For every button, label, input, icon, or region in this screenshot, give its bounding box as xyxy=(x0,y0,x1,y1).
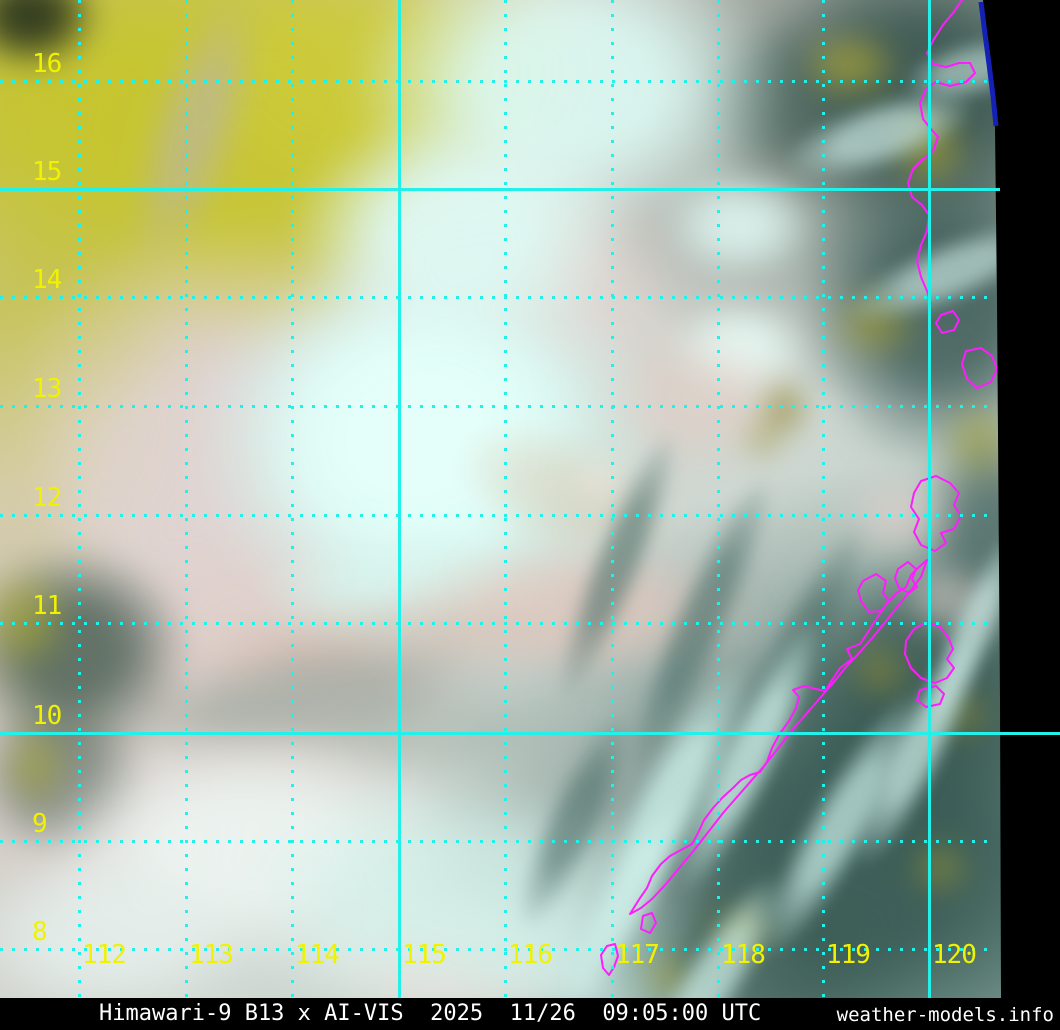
cloud-blob xyxy=(290,110,630,350)
coastline-island xyxy=(857,573,890,613)
lon-label-119: 119 xyxy=(826,940,871,970)
coastline-island xyxy=(935,310,960,334)
caption-title: Himawari-9 B13 x AI-VIS 2025 11/26 09:05… xyxy=(99,1001,762,1026)
caption-source: weather-models.info xyxy=(836,1004,1054,1026)
scan-edge-fill xyxy=(983,0,1060,998)
lon-label-117: 117 xyxy=(615,940,660,970)
lon-label-113: 113 xyxy=(189,940,234,970)
lat-label-14: 14 xyxy=(32,265,62,295)
coastline-island xyxy=(894,561,918,594)
lon-label-120: 120 xyxy=(932,940,977,970)
lon-label-114: 114 xyxy=(295,940,340,970)
cloud-blob xyxy=(850,640,910,700)
coastline-palawan xyxy=(629,559,928,915)
lat-label-15: 15 xyxy=(32,157,62,187)
gridline-lon-120 xyxy=(928,0,931,998)
gridline-lon-119 xyxy=(822,0,825,998)
lon-label-112: 112 xyxy=(82,940,127,970)
gridline-lon-113 xyxy=(185,0,188,998)
lat-label-16: 16 xyxy=(32,49,62,79)
gridline-lat-11 xyxy=(0,622,993,625)
cloud-blob xyxy=(0,570,70,670)
gridline-lon-116 xyxy=(504,0,507,998)
gridline-lon-118 xyxy=(717,0,720,998)
lat-label-12: 12 xyxy=(32,483,62,513)
gridline-lat-16 xyxy=(0,80,993,83)
caption-bar: Himawari-9 B13 x AI-VIS 2025 11/26 09:05… xyxy=(0,998,1060,1030)
lon-label-116: 116 xyxy=(508,940,553,970)
gridline-lat-9 xyxy=(0,840,993,843)
gridline-lat-10 xyxy=(0,732,1060,735)
lat-label-9: 9 xyxy=(32,809,48,839)
coastline-island xyxy=(961,347,998,389)
coastline-islet xyxy=(640,912,657,934)
gridline-lat-12 xyxy=(0,514,993,517)
gridline-lat-15 xyxy=(0,188,1000,191)
lon-label-115: 115 xyxy=(402,940,447,970)
gridline-lon-115 xyxy=(398,0,401,998)
coastline-luzon xyxy=(907,0,976,305)
gridline-lon-112 xyxy=(78,0,81,998)
gridline-lon-114 xyxy=(291,0,294,998)
lat-label-10: 10 xyxy=(32,701,62,731)
gridline-lon-117 xyxy=(611,0,614,998)
coastline-island xyxy=(910,475,962,552)
scan-edge-border xyxy=(978,1,999,127)
cloud-blob xyxy=(745,420,780,460)
cloud-blob xyxy=(910,840,970,895)
gridline-lat-8 xyxy=(0,948,993,951)
lat-label-11: 11 xyxy=(32,591,62,621)
lon-label-118: 118 xyxy=(721,940,766,970)
cloud-blob xyxy=(800,30,900,100)
lat-label-13: 13 xyxy=(32,374,62,404)
scan-edge xyxy=(978,0,1060,998)
gridline-lat-13 xyxy=(0,405,993,408)
gridline-lat-14 xyxy=(0,296,993,299)
lat-label-8: 8 xyxy=(32,917,48,947)
coastline-island xyxy=(916,685,945,708)
